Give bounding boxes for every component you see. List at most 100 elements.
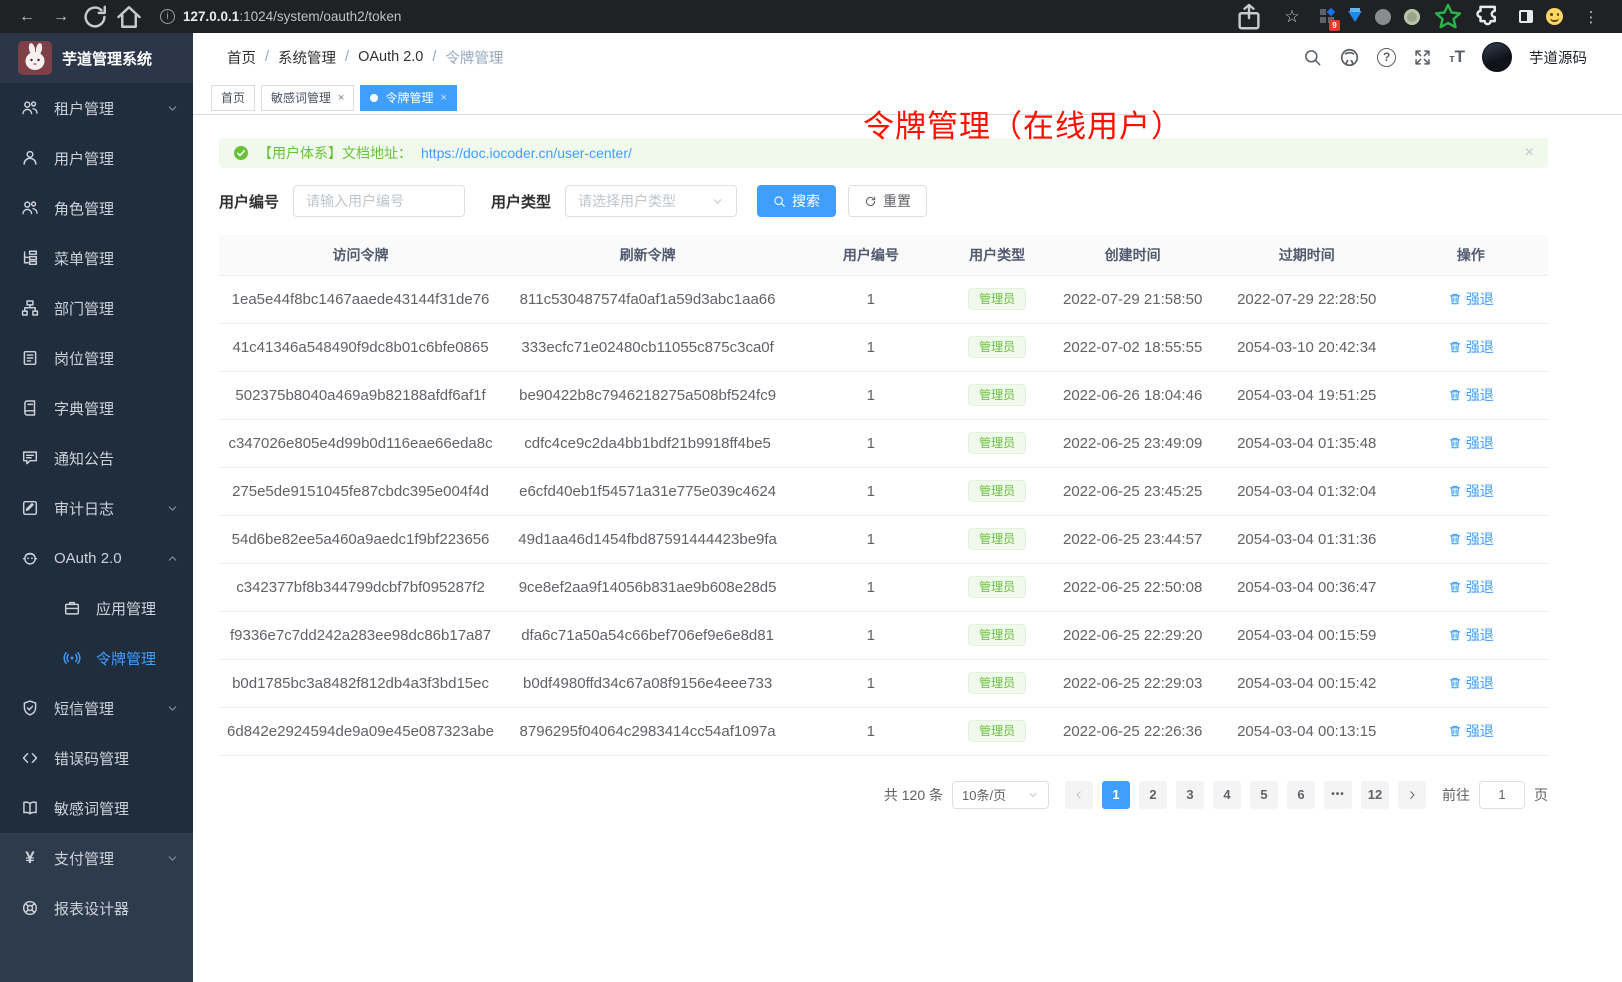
user-id-input[interactable] (293, 185, 466, 217)
site-info-icon[interactable]: i (160, 9, 175, 24)
tab-close-icon[interactable]: × (338, 91, 345, 104)
help-icon[interactable]: ? (1377, 47, 1397, 67)
page-button[interactable]: 5 (1250, 780, 1278, 809)
force-logout-button[interactable]: 强退 (1448, 625, 1494, 645)
breadcrumb-item[interactable]: OAuth 2.0 (358, 49, 424, 65)
breadcrumb-item[interactable]: 系统管理 (278, 50, 337, 67)
sidebar-item[interactable]: 角色管理 (0, 183, 193, 233)
alert-link[interactable]: https://doc.iocoder.cn/user-center/ (421, 145, 632, 161)
bookmark-star-icon[interactable]: ☆ (1284, 6, 1300, 26)
search-button[interactable]: 搜索 (757, 185, 837, 217)
force-logout-button[interactable]: 强退 (1448, 337, 1494, 357)
sidebar-item[interactable]: 应用管理 (0, 583, 193, 633)
page-buttons: 1 2 3 4 5 6 ••• 12 (1102, 780, 1389, 809)
browser-back-icon[interactable]: ← (19, 7, 35, 25)
extensions-puzzle-icon[interactable] (1476, 4, 1506, 30)
alert-close-icon[interactable]: × (1524, 144, 1534, 161)
sidebar-item[interactable]: OAuth 2.0 (0, 533, 193, 583)
github-icon[interactable] (1339, 47, 1360, 68)
force-logout-button[interactable]: 强退 (1448, 385, 1494, 405)
fullscreen-icon[interactable] (1413, 48, 1432, 67)
sidebar-item[interactable]: 部门管理 (0, 283, 193, 333)
errcode-icon (21, 749, 39, 767)
extension-gray-icon[interactable] (1375, 8, 1391, 25)
force-logout-button[interactable]: 强退 (1448, 721, 1494, 741)
user-type-badge: 管理员 (968, 576, 1027, 598)
access-token-cell: 275e5de9151045fe87cbdc395e004f4d (219, 467, 503, 516)
address-bar[interactable]: i 127.0.0.1:1024/system/oauth2/token (148, 9, 1230, 24)
user-type-cell: 管理员 (948, 611, 1046, 660)
force-logout-button[interactable]: 强退 (1448, 481, 1494, 501)
user-type-cell: 管理员 (948, 563, 1046, 612)
user-type-select[interactable]: 请选择用户类型 (565, 185, 738, 217)
profile-emoji-icon[interactable] (1546, 8, 1563, 25)
refresh-token-cell: be90422b8c7946218275a508bf524fc9 (502, 371, 794, 420)
sidebar-menu: 租户管理 用户管理 角色管理 菜单管理 部门管理 岗位管理 字典管理 通知公告 审计日志 OAut… (0, 83, 193, 833)
user-icon (21, 149, 39, 167)
extension-green-circle-icon[interactable] (1404, 8, 1420, 25)
page-button[interactable]: 1 (1102, 780, 1130, 809)
browser-reload-icon[interactable] (80, 4, 110, 30)
sidebar-item[interactable]: 错误码管理 (0, 733, 193, 783)
goto-page-input[interactable] (1479, 780, 1525, 809)
avatar[interactable] (1482, 42, 1512, 72)
sidebar-item[interactable]: 岗位管理 (0, 333, 193, 383)
sidebar-item[interactable]: 字典管理 (0, 383, 193, 433)
sidebar-item[interactable]: 令牌管理 (0, 633, 193, 683)
breadcrumb-item[interactable]: 首页 (227, 50, 256, 67)
user-id-cell: 1 (793, 467, 949, 516)
sidebar-item-label: 应用管理 (96, 600, 157, 618)
sidebar-item[interactable]: 短信管理 (0, 683, 193, 733)
app-logo-row[interactable]: 芋道管理系统 (0, 33, 193, 83)
split-screen-icon[interactable] (1519, 10, 1533, 23)
browser-menu-icon[interactable]: ⋮ (1583, 8, 1599, 26)
sidebar-item[interactable]: 报表设计器 (0, 883, 193, 933)
sensitive-icon (21, 799, 39, 817)
prev-page-button[interactable] (1065, 780, 1093, 809)
sidebar-item[interactable]: ¥ 支付管理 (0, 833, 193, 883)
page-button[interactable]: 2 (1139, 780, 1167, 809)
navbar-actions: ? тT 芋道源码 (1303, 42, 1604, 72)
force-logout-button[interactable]: 强退 (1448, 577, 1494, 597)
page-button[interactable]: 3 (1176, 780, 1204, 809)
page-button[interactable]: 6 (1287, 780, 1315, 809)
tab-close-icon[interactable]: × (440, 91, 447, 104)
annotation-overlay-text: 令牌管理（在线用户） (863, 109, 1183, 144)
force-logout-button[interactable]: 强退 (1448, 433, 1494, 453)
column-header: 创建时间 (1045, 235, 1220, 276)
sidebar-item[interactable]: 通知公告 (0, 433, 193, 483)
user-type-cell: 管理员 (948, 275, 1046, 324)
page-button[interactable]: 4 (1213, 780, 1241, 809)
extension-grid-icon[interactable]: 9 (1320, 7, 1340, 31)
page-content: 【用户体系】文档地址： https://doc.iocoder.cn/user-… (193, 115, 1622, 809)
browser-home-icon[interactable] (114, 4, 144, 30)
created-time-cell: 2022-06-25 22:26:36 (1045, 707, 1220, 756)
extension-star-icon[interactable] (1433, 3, 1463, 30)
search-icon[interactable] (1303, 48, 1322, 67)
force-logout-button[interactable]: 强退 (1448, 529, 1494, 549)
page-size-select[interactable]: 10条/页 (952, 780, 1049, 809)
force-logout-button[interactable]: 强退 (1448, 289, 1494, 309)
sidebar-item[interactable]: 租户管理 (0, 83, 193, 133)
browser-forward-icon[interactable]: → (53, 7, 69, 25)
sidebar-item[interactable]: 审计日志 (0, 483, 193, 533)
trash-icon (1448, 532, 1462, 546)
force-logout-button[interactable]: 强退 (1448, 673, 1494, 693)
tab-active[interactable]: 令牌管理 × (360, 84, 457, 111)
sidebar-item[interactable]: 用户管理 (0, 133, 193, 183)
next-page-button[interactable] (1398, 780, 1426, 809)
page-button[interactable]: 12 (1361, 780, 1389, 809)
share-icon[interactable] (1234, 3, 1264, 30)
tab-item[interactable]: 敏感词管理 × (261, 84, 355, 111)
extension-gem-icon[interactable] (1348, 8, 1362, 22)
table-row: 502375b8040a469a9b82188afdf6af1f be90422b… (219, 371, 1548, 420)
font-size-icon[interactable]: тT (1449, 47, 1465, 66)
reset-button[interactable]: 重置 (848, 185, 928, 217)
tab-item[interactable]: 首页 (211, 84, 256, 111)
token-icon (63, 649, 81, 667)
access-token-cell: 6d842e2924594de9a09e45e087323abe (219, 707, 503, 756)
sidebar-item[interactable]: 敏感词管理 (0, 783, 193, 833)
sidebar-item[interactable]: 菜单管理 (0, 233, 193, 283)
expire-time-cell: 2022-07-29 22:28:50 (1219, 275, 1394, 324)
